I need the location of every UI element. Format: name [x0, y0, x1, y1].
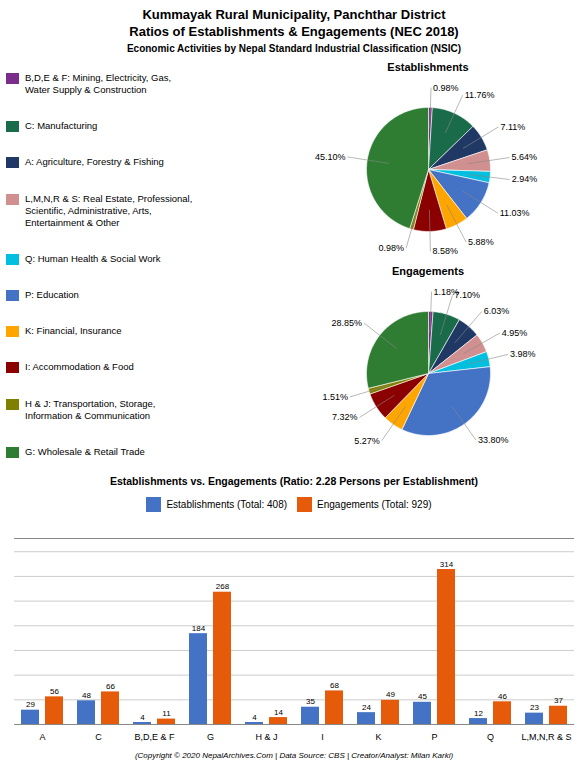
html-text:I: Accommodation & Food: I: Accommodation & Food [25, 361, 134, 373]
svg-text:45: 45 [418, 692, 427, 701]
html-text:Establishments vs. Engagements: Establishments vs. Engagements (Ratio: 2… [109, 475, 479, 487]
svg-text:Q: Q [487, 732, 494, 742]
svg-text:268: 268 [216, 582, 230, 591]
svg-text:33.80%: 33.80% [478, 435, 509, 445]
svg-text:7.10%: 7.10% [454, 290, 480, 300]
html-text:A: Agriculture, Forestry & Fis: A: Agriculture, Forestry & Fishing [25, 156, 164, 168]
html-text:H & J: Transportation, Storage: H & J: Transportation, Storage, Informat… [25, 397, 156, 421]
svg-text:48: 48 [82, 691, 91, 700]
svg-text:11.76%: 11.76% [465, 90, 495, 100]
html-text:Engagements (Total: 929): Engagements (Total: 929) [317, 499, 432, 510]
html-text:G: Wholesale & Retail Trade: G: Wholesale & Retail Trade [25, 445, 145, 457]
svg-text:11: 11 [162, 709, 171, 718]
svg-text:23: 23 [530, 703, 539, 712]
svg-text:56: 56 [50, 687, 59, 696]
html-text:Kummayak Rural Municipality, P: Kummayak Rural Municipality, Panchthar D… [129, 7, 459, 39]
svg-text:4.95%: 4.95% [502, 328, 528, 338]
svg-text:I: I [321, 732, 324, 742]
svg-text:K: K [375, 732, 381, 742]
svg-text:49: 49 [386, 690, 395, 699]
svg-text:37: 37 [554, 696, 563, 705]
svg-text:7.11%: 7.11% [500, 122, 525, 132]
html-text:Q: Human Health & Social Work: Q: Human Health & Social Work [25, 252, 161, 264]
svg-text:5.27%: 5.27% [354, 436, 380, 446]
svg-text:5.64%: 5.64% [511, 152, 537, 162]
html-text:Economic Activities by Nepal S: Economic Activities by Nepal Standard In… [126, 43, 462, 54]
svg-text:2.94%: 2.94% [512, 174, 538, 184]
html-text:P: Education: P: Education [25, 289, 79, 300]
svg-text:35: 35 [306, 697, 315, 706]
html-text:(Copyright © 2020 NepalArchive: (Copyright © 2020 NepalArchives.Com | Da… [134, 751, 454, 760]
svg-text:G: G [207, 732, 214, 742]
svg-text:1.18%: 1.18% [433, 286, 460, 297]
svg-text:6.03%: 6.03% [484, 306, 510, 316]
svg-text:B,D,E & F: B,D,E & F [134, 732, 175, 742]
svg-text:L,M,N,R & S: L,M,N,R & S [521, 732, 571, 742]
svg-text:66: 66 [106, 682, 115, 691]
svg-text:68: 68 [330, 681, 339, 690]
svg-text:46: 46 [498, 692, 507, 701]
html-text:C: Manufacturing: C: Manufacturing [25, 120, 98, 132]
svg-text:14: 14 [274, 708, 283, 717]
svg-text:C: C [95, 732, 102, 742]
svg-text:8.58%: 8.58% [432, 246, 458, 256]
svg-text:0.98%: 0.98% [379, 243, 405, 253]
html-text:Establishments: Establishments [387, 61, 469, 73]
svg-text:45.10%: 45.10% [315, 152, 346, 162]
html-text:K: Financial, Insurance: K: Financial, Insurance [25, 325, 122, 337]
svg-text:7.32%: 7.32% [332, 412, 358, 422]
svg-text:11.03%: 11.03% [500, 208, 530, 218]
svg-text:12: 12 [474, 709, 483, 718]
html-text:Engagements: Engagements [391, 265, 465, 277]
svg-text:0.98%: 0.98% [433, 83, 459, 93]
svg-text:P: P [431, 732, 437, 742]
svg-text:184: 184 [192, 624, 206, 633]
svg-text:1.51%: 1.51% [323, 392, 349, 402]
svg-text:29: 29 [26, 700, 35, 709]
svg-text:A: A [39, 732, 45, 742]
svg-text:314: 314 [440, 560, 454, 569]
svg-text:H & J: H & J [255, 732, 277, 742]
html-text:Establishments (Total: 408): Establishments (Total: 408) [166, 499, 287, 510]
html-text:L,M,N,R & S: Real Estate, Prof: L,M,N,R & S: Real Estate, Professional, … [25, 192, 193, 228]
svg-text:3.98%: 3.98% [510, 349, 536, 359]
html-text:B,D,E & F: Mining, Electricity: B,D,E & F: Mining, Electricity, Gas, Wat… [25, 72, 172, 96]
svg-text:4: 4 [252, 713, 257, 722]
svg-text:24: 24 [362, 703, 371, 712]
svg-text:4: 4 [140, 713, 145, 722]
svg-text:28.85%: 28.85% [332, 318, 363, 328]
svg-text:5.88%: 5.88% [468, 237, 494, 247]
